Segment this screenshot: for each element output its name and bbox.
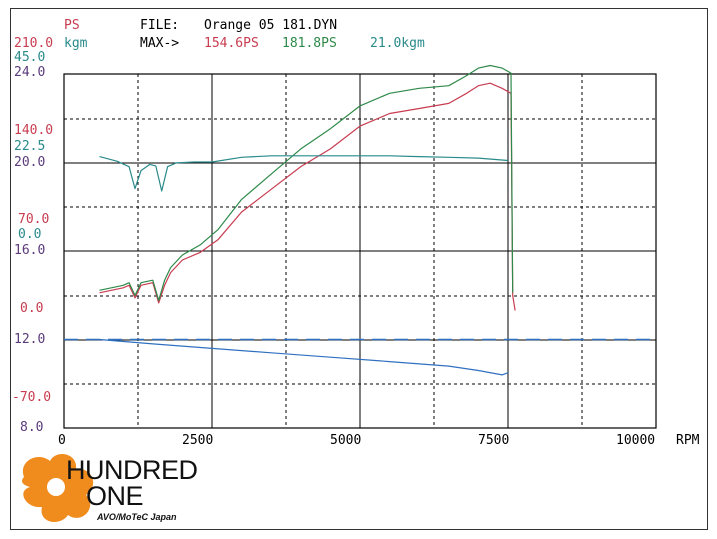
series-line-0 [99, 82, 516, 311]
y-tick-kgm-22: 22.5 [14, 139, 46, 154]
file-label: FILE: [140, 18, 180, 33]
series-line-2 [99, 155, 509, 192]
y-tick-right3-20: 20.0 [14, 155, 46, 170]
logo-line2: ONE [86, 481, 144, 511]
y-tick-kgm-0: 0.0 [18, 227, 42, 242]
kgm-axis-title: kgm [64, 36, 88, 51]
y-tick-ps-210: 210.0 [14, 36, 54, 51]
x-tick-7500: 7500 [478, 433, 510, 448]
grid [64, 74, 656, 428]
logo-tagline: AVO/MoTeC Japan [97, 512, 177, 522]
x-tick-10000: 10000 [616, 433, 656, 448]
max-kgm: 21.0kgm [370, 36, 425, 51]
x-tick-2500: 2500 [182, 433, 214, 448]
chart-frame [10, 8, 708, 530]
y-tick-right3-24: 24.0 [14, 65, 46, 80]
x-tick-0: 0 [58, 433, 66, 448]
max-ps-2: 181.8PS [282, 36, 337, 51]
x-tick-5000: 5000 [330, 433, 362, 448]
series-line-3 [99, 338, 509, 376]
max-ps-1: 154.6PS [204, 36, 259, 51]
y-tick-ps-0: 0.0 [20, 301, 44, 316]
file-name: Orange 05 181.DYN [204, 18, 338, 33]
y-tick-ps-140: 140.0 [14, 123, 54, 138]
series-line-1 [99, 64, 514, 301]
ps-axis-title: PS [64, 18, 80, 33]
y-tick-right3-16: 16.0 [14, 243, 46, 258]
series-group [64, 64, 656, 376]
y-tick-ps-70: 70.0 [18, 212, 50, 227]
logo-line1: HUNDRED [66, 455, 198, 485]
y-tick-ps-minus70: -70.0 [12, 390, 52, 405]
y-tick-right3-8: 8.0 [20, 420, 44, 435]
y-tick-kgm-45: 45.0 [14, 50, 46, 65]
x-axis-unit: RPM [676, 433, 700, 448]
max-label: MAX-> [140, 36, 180, 51]
y-tick-right3-12: 12.0 [14, 332, 46, 347]
hundred-one-logo-mark [22, 454, 94, 522]
